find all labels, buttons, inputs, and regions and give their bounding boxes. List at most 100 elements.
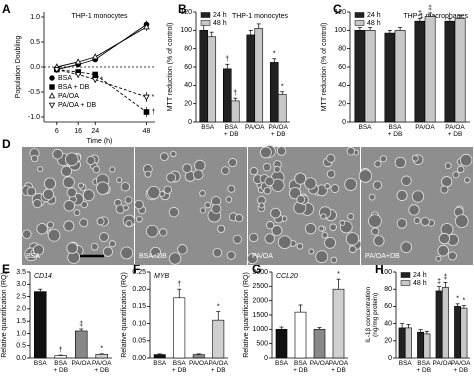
cell bbox=[326, 153, 336, 163]
x-tick-label: 24 bbox=[91, 128, 99, 135]
bar bbox=[424, 16, 436, 123]
significance-marker: † bbox=[225, 56, 229, 63]
cell bbox=[96, 181, 110, 195]
bar bbox=[269, 62, 279, 123]
cell bbox=[168, 252, 182, 265]
cell bbox=[368, 193, 376, 201]
cell bbox=[289, 187, 302, 200]
bar bbox=[173, 297, 186, 359]
cell bbox=[344, 177, 358, 191]
legend-swatch bbox=[400, 272, 411, 278]
cell bbox=[368, 214, 382, 228]
cell bbox=[464, 176, 471, 184]
bar bbox=[414, 20, 426, 123]
cell bbox=[108, 240, 116, 248]
y-tick-label: 20 bbox=[384, 338, 392, 345]
cell bbox=[22, 229, 32, 239]
panel-title: THP-1 monocytes bbox=[232, 13, 289, 20]
cell bbox=[379, 155, 387, 163]
x-tick-label: 16 bbox=[74, 128, 82, 135]
cell bbox=[212, 248, 223, 258]
panel-letter: H bbox=[375, 262, 384, 276]
micrograph: BSA bbox=[21, 147, 136, 265]
y-tick-label: -1.0 bbox=[28, 114, 40, 121]
y-axis-label: IL-1β concentration (ng/mg protein) bbox=[365, 286, 379, 343]
y-tick-label: 80 bbox=[384, 286, 392, 293]
bar bbox=[404, 327, 412, 359]
cell bbox=[277, 235, 292, 249]
cell bbox=[150, 246, 161, 258]
data-point bbox=[143, 109, 150, 115]
series-line bbox=[56, 26, 147, 68]
bar bbox=[394, 30, 406, 123]
cell bbox=[457, 165, 465, 174]
bar bbox=[277, 94, 287, 123]
bar bbox=[254, 28, 264, 123]
cell bbox=[82, 189, 95, 202]
significance-marker: ‡ bbox=[437, 278, 441, 285]
y-tick-label: 1.0 bbox=[16, 330, 26, 337]
series-line bbox=[56, 69, 147, 98]
x-tick-label: PA/OA + DB bbox=[208, 360, 228, 374]
y-tick-label: 0 bbox=[388, 355, 392, 362]
x-axis-label: Time (h) bbox=[87, 138, 113, 145]
y-tick-label: 0 bbox=[264, 355, 268, 362]
y-axis-label: Relative quantification (RQ) bbox=[243, 272, 250, 358]
cell bbox=[182, 163, 192, 174]
significance-marker: * bbox=[281, 84, 284, 91]
cell bbox=[373, 235, 385, 247]
y-tick-label: 0.00 bbox=[132, 355, 146, 362]
y-tick-label: 60 bbox=[338, 64, 346, 71]
panel-title: THP-1 monocytes bbox=[71, 13, 128, 20]
cell bbox=[374, 160, 382, 168]
bar bbox=[460, 307, 468, 359]
cell bbox=[273, 165, 281, 173]
cell bbox=[63, 200, 75, 212]
cell bbox=[136, 215, 143, 223]
data-point bbox=[74, 72, 82, 79]
significance-marker: † bbox=[59, 347, 63, 354]
cell bbox=[163, 185, 172, 194]
cell bbox=[159, 228, 168, 237]
cell bbox=[264, 176, 275, 187]
data-point bbox=[91, 53, 99, 60]
cell bbox=[249, 232, 259, 243]
micrograph-label: BSA bbox=[26, 253, 40, 260]
data-point bbox=[74, 58, 82, 65]
cell bbox=[420, 216, 430, 227]
x-tick-label: PA/OA + DB bbox=[328, 360, 349, 374]
cell bbox=[346, 147, 355, 156]
cell bbox=[394, 156, 407, 169]
cell bbox=[120, 246, 134, 260]
legend-symbol bbox=[49, 84, 55, 90]
y-tick-label: 0.10 bbox=[132, 320, 146, 327]
y-tick-label: 0 bbox=[188, 119, 192, 126]
cell bbox=[96, 217, 105, 226]
cell bbox=[125, 219, 133, 227]
cell bbox=[116, 177, 123, 184]
significance-marker: ‡ bbox=[418, 10, 422, 17]
significance-marker: * bbox=[151, 94, 154, 101]
y-axis-label: Relative quantification (RQ) bbox=[121, 272, 128, 358]
cell bbox=[37, 166, 44, 173]
cell bbox=[90, 242, 99, 251]
cell bbox=[452, 171, 460, 179]
data-point bbox=[143, 94, 150, 101]
y-tick-label: 100 bbox=[180, 27, 192, 34]
bar bbox=[294, 311, 307, 359]
cell bbox=[134, 199, 144, 210]
y-axis-label: Relative quantification (RQ) bbox=[1, 272, 8, 358]
cell bbox=[339, 220, 346, 226]
legend-label: BSA + DB bbox=[58, 84, 90, 91]
significance-marker: * bbox=[463, 297, 466, 304]
cell bbox=[66, 242, 78, 254]
cell bbox=[308, 248, 315, 255]
significance-marker: ‡ bbox=[79, 321, 83, 328]
x-tick-label: BSA bbox=[358, 124, 372, 131]
cell bbox=[42, 188, 55, 200]
y-tick-label: 500 bbox=[256, 341, 268, 348]
cell bbox=[64, 152, 79, 167]
micrograph: PA/OA bbox=[246, 145, 362, 265]
bar bbox=[444, 20, 456, 123]
cell bbox=[444, 162, 452, 170]
